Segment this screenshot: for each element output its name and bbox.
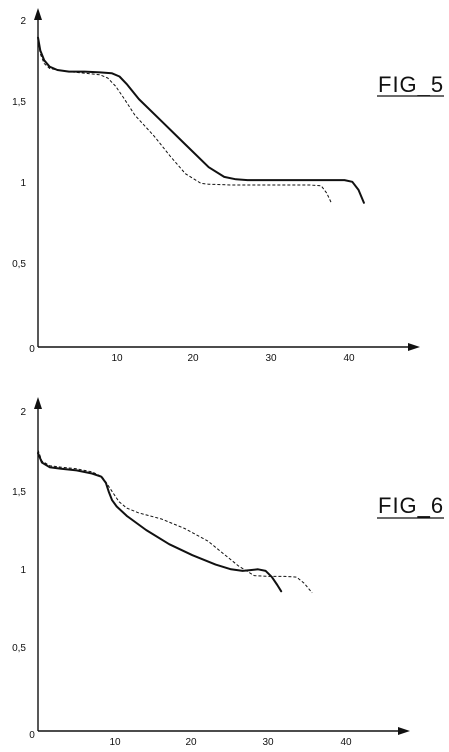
y-axis-arrow xyxy=(34,397,42,409)
y-tick-label: 1,5 xyxy=(12,97,26,108)
y-tick-label: 1 xyxy=(20,178,26,189)
solid-series-line xyxy=(37,452,283,593)
origin-label: 0 xyxy=(29,730,35,741)
dashed-series-line xyxy=(37,449,313,594)
y-tick-label: 0,5 xyxy=(12,259,26,270)
y-tick-label: 2 xyxy=(20,407,26,418)
figure-label: FIG_6 xyxy=(378,493,444,518)
x-tick-label: 30 xyxy=(262,737,274,748)
y-axis-arrow xyxy=(34,8,42,20)
y-tick-label: 2 xyxy=(20,16,26,27)
y-tick-label: 1 xyxy=(20,565,26,576)
figure-label: FIG_5 xyxy=(378,72,444,97)
x-tick-label: 30 xyxy=(265,353,277,364)
origin-label: 0 xyxy=(29,344,35,355)
x-tick-label: 40 xyxy=(340,737,352,748)
figure-6-chart: 0 10 20 30 40 0,5 1 1,5 2 FIG_6 xyxy=(12,397,444,748)
x-tick-label: 10 xyxy=(109,737,121,748)
x-tick-label: 20 xyxy=(185,737,197,748)
x-tick-label: 40 xyxy=(343,353,355,364)
solid-series-line xyxy=(37,36,365,204)
y-tick-label: 1,5 xyxy=(12,487,26,498)
x-axis-arrow xyxy=(398,727,410,735)
x-tick-label: 10 xyxy=(111,353,123,364)
dashed-series-line xyxy=(37,39,332,204)
figure-5-chart: 0 10 20 30 40 0,5 1 1,5 2 FIG_5 xyxy=(12,8,444,364)
x-tick-label: 20 xyxy=(187,353,199,364)
y-tick-label: 0,5 xyxy=(12,643,26,654)
x-axis-arrow xyxy=(408,343,420,351)
